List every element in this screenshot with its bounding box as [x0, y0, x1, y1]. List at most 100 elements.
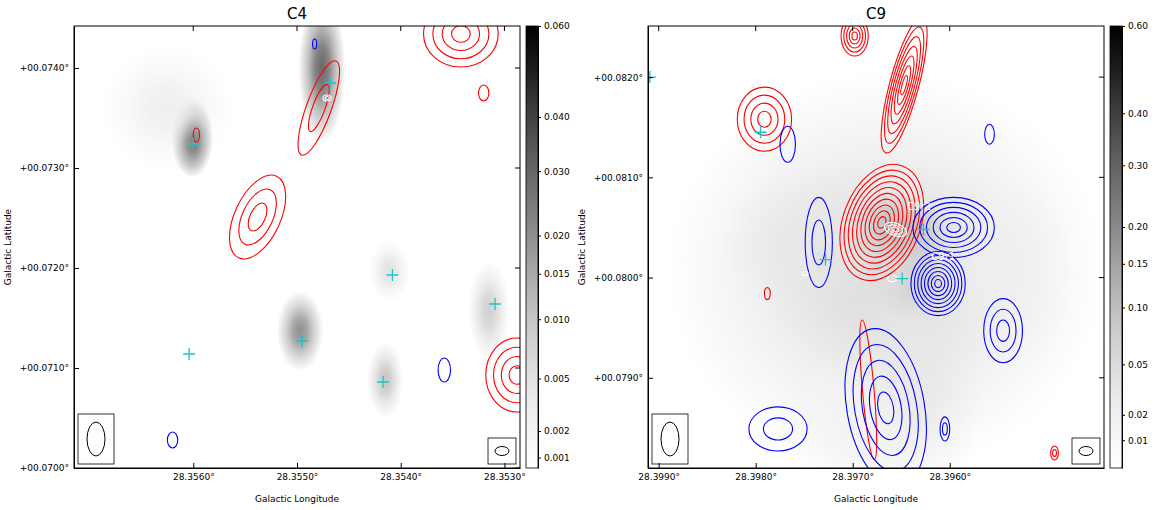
x-tick-label: 28.3990° [638, 472, 680, 482]
contour [751, 103, 778, 135]
contour [509, 366, 520, 385]
plot-frame [74, 26, 520, 468]
x-tick-mark [756, 463, 757, 468]
x-axis: 28.3560°28.3550°28.3540°28.3530° [75, 463, 526, 482]
colorbar-axis-line [1122, 27, 1123, 469]
x-tick-mark [659, 463, 660, 468]
y-tick: +00.0800° [594, 273, 653, 283]
contour [933, 212, 974, 242]
colorbar-tick-mark [1122, 364, 1125, 365]
beam-box [652, 414, 688, 464]
contour [926, 207, 980, 247]
contour [218, 167, 297, 268]
source-marker [183, 348, 195, 360]
y-tick-mark [515, 268, 520, 269]
colorbar-tick-mark [1122, 264, 1125, 265]
contour [844, 26, 866, 52]
colorbar-tick: 0.002 [538, 426, 570, 436]
source-marker [896, 273, 908, 285]
y-tick-mark [74, 268, 79, 269]
colorbar-tick: 0.020 [538, 231, 570, 241]
x-axis-title: Galactic Longitude [255, 494, 340, 504]
x-tick-mark [400, 26, 401, 31]
source-marker [386, 269, 398, 281]
contour [325, 97, 329, 100]
y-tick-mark [515, 168, 520, 169]
emission-blob [367, 343, 403, 418]
colorbar-tick-label: 0.15 [1128, 259, 1148, 269]
panel: 28.3990°28.3980°28.3970°28.3960° +00.0790… [577, 5, 1149, 505]
colorbar-tick-mark [1122, 26, 1125, 27]
colorbar-tick: 0.40 [1122, 109, 1148, 119]
y-tick-label: +00.0700° [20, 463, 69, 473]
colorbar-tick: 0.20 [1122, 222, 1148, 232]
contour [881, 34, 927, 136]
contour [231, 183, 284, 250]
x-tick-mark [504, 463, 505, 468]
x-axis: 28.3990°28.3980°28.3970°28.3960° [638, 463, 1104, 482]
contour [911, 252, 965, 316]
colorbar-tick-mark [1122, 165, 1125, 166]
source-marker [820, 254, 832, 266]
colorbar-tick: 0.10 [1122, 303, 1148, 313]
colorbar-tick: 0.15 [1122, 259, 1148, 269]
y-tick-label: +00.0720° [20, 263, 69, 273]
emission [667, 71, 1104, 468]
y-tick-label: +00.0820° [594, 72, 643, 82]
contour [890, 54, 918, 115]
y-tick-mark [648, 77, 653, 78]
contour [825, 153, 939, 293]
contour [737, 87, 791, 151]
x-tick-mark [193, 26, 194, 31]
plot-frame [648, 26, 1104, 468]
contour [854, 356, 917, 459]
colorbar-tick-mark [538, 117, 541, 118]
beam-box [1072, 438, 1100, 464]
contour [424, 26, 499, 67]
colorbar-tick: 0.015 [538, 269, 570, 279]
colorbar-tick-label: 0.015 [544, 269, 570, 279]
y-axis-title: Galactic Latitude [577, 208, 587, 285]
x-tick-mark [852, 26, 853, 31]
y-axis-line [648, 27, 649, 469]
x-tick-mark [755, 26, 756, 31]
sources [648, 71, 930, 284]
colorbar-tick-label: 0.10 [1128, 303, 1148, 313]
colorbar-tick: 0.30 [1122, 161, 1148, 171]
contour [758, 111, 772, 127]
colorbar-tick: 0.060 [538, 21, 570, 31]
y-tick-mark [515, 68, 520, 69]
contour [438, 358, 450, 382]
contour [290, 57, 348, 159]
y-tick: +00.0720° [20, 263, 79, 273]
colorbar-tick-label: 0.030 [544, 167, 570, 177]
colorbar-tick-label: 0.01 [1128, 436, 1148, 446]
colorbar-tick-mark [538, 431, 541, 432]
plot-background [74, 26, 520, 468]
y-tick-label: +00.0740° [20, 63, 69, 73]
contour [744, 95, 785, 143]
colorbar-tick-label: 0.002 [544, 426, 570, 436]
colorbar-tick-mark [1122, 113, 1125, 114]
y-tick-label: +00.0790° [594, 373, 643, 383]
colorbar-tick-label: 0.060 [544, 21, 570, 31]
x-tick: 28.3970° [832, 463, 874, 482]
contour [928, 272, 948, 296]
beam-box [78, 414, 114, 464]
plot-area [74, 26, 520, 468]
x-tick-label: 28.3530° [484, 472, 526, 482]
y-tick: +00.0740° [20, 63, 79, 73]
contour [486, 338, 520, 412]
source-marker [489, 298, 501, 310]
y-tick-mark [648, 378, 653, 379]
y-tick-mark [74, 468, 79, 469]
source-marker [918, 223, 930, 235]
contour [842, 174, 922, 272]
contour [193, 128, 199, 142]
y-tick-mark [74, 68, 79, 69]
colorbar-tick-label: 0.001 [544, 453, 570, 463]
contour [940, 217, 967, 237]
colorbar-tick-label: 0.30 [1128, 161, 1148, 171]
contour [780, 126, 796, 162]
contour [942, 423, 947, 435]
